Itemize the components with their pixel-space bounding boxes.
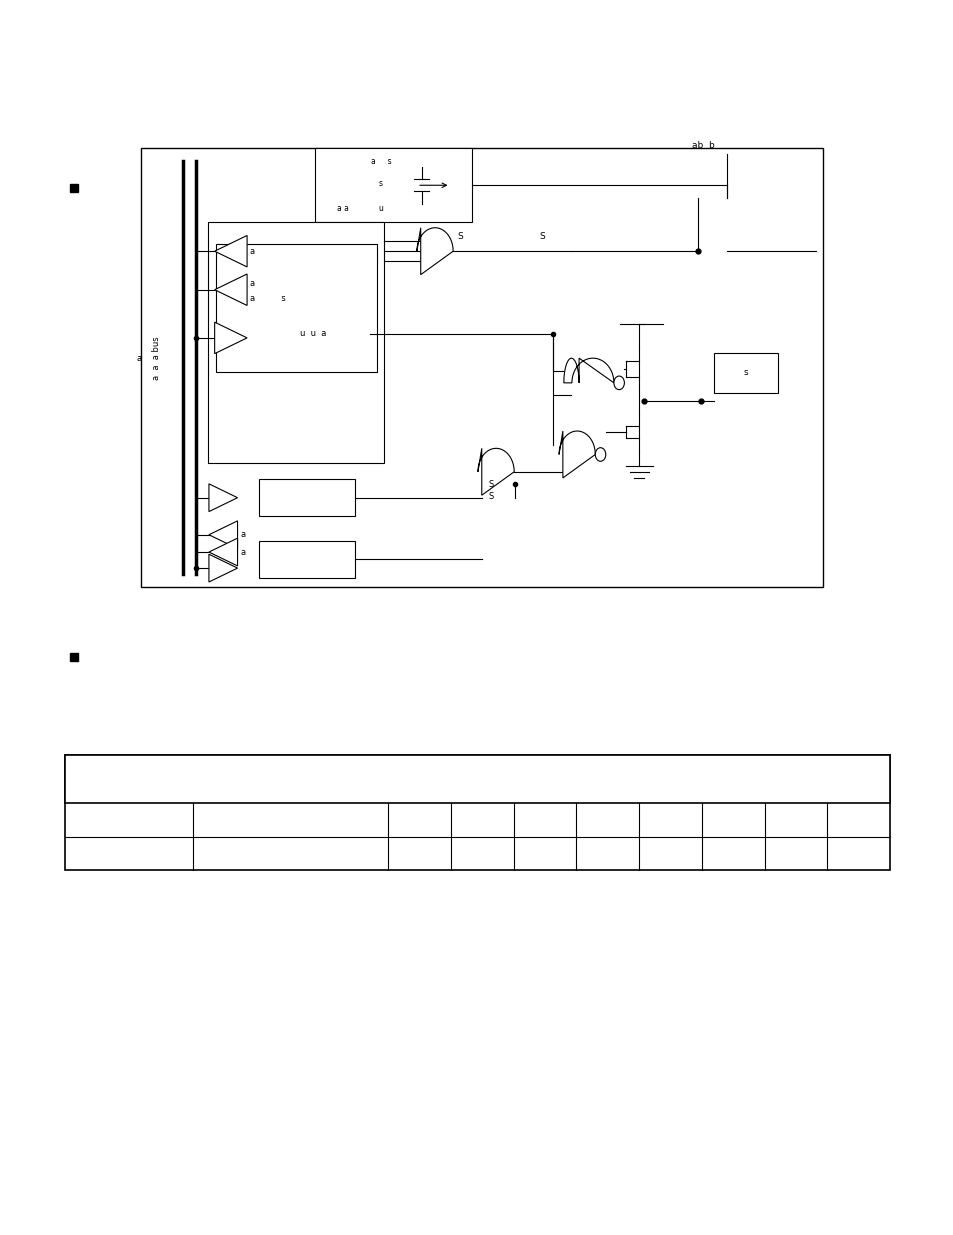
FancyBboxPatch shape: [65, 755, 889, 869]
Text: s: s: [378, 179, 382, 188]
Text: ab  b: ab b: [691, 141, 714, 151]
Circle shape: [595, 448, 605, 462]
Polygon shape: [209, 555, 237, 582]
Text: a: a: [250, 279, 254, 288]
FancyBboxPatch shape: [208, 222, 384, 463]
Polygon shape: [214, 322, 247, 353]
Text: S: S: [488, 492, 494, 501]
FancyBboxPatch shape: [65, 755, 889, 803]
Polygon shape: [477, 448, 514, 495]
FancyBboxPatch shape: [141, 148, 822, 587]
Text: a a: a a: [336, 205, 349, 214]
Text: S: S: [488, 479, 494, 489]
Text: a  a  a bus: a a a bus: [152, 336, 161, 380]
Polygon shape: [214, 236, 247, 267]
Text: S: S: [538, 232, 544, 241]
Text: a     s: a s: [370, 157, 391, 165]
FancyBboxPatch shape: [259, 479, 355, 516]
Polygon shape: [558, 431, 595, 478]
FancyBboxPatch shape: [215, 245, 376, 372]
Text: u: u: [378, 205, 383, 214]
Polygon shape: [209, 484, 237, 511]
FancyBboxPatch shape: [713, 353, 778, 393]
Text: a: a: [240, 530, 245, 540]
FancyBboxPatch shape: [314, 148, 472, 222]
Text: a: a: [250, 247, 254, 256]
Polygon shape: [214, 274, 247, 305]
Text: s: s: [743, 368, 747, 378]
Text: a: a: [136, 353, 141, 363]
FancyBboxPatch shape: [255, 310, 370, 357]
Text: S: S: [456, 232, 462, 241]
Polygon shape: [563, 358, 614, 383]
Polygon shape: [209, 521, 237, 548]
FancyBboxPatch shape: [259, 541, 355, 578]
Polygon shape: [416, 227, 453, 274]
Text: u  u  a: u u a: [299, 330, 326, 338]
Circle shape: [614, 375, 623, 390]
Text: a: a: [240, 547, 245, 557]
Text: a          s: a s: [250, 294, 285, 303]
Polygon shape: [209, 538, 237, 566]
